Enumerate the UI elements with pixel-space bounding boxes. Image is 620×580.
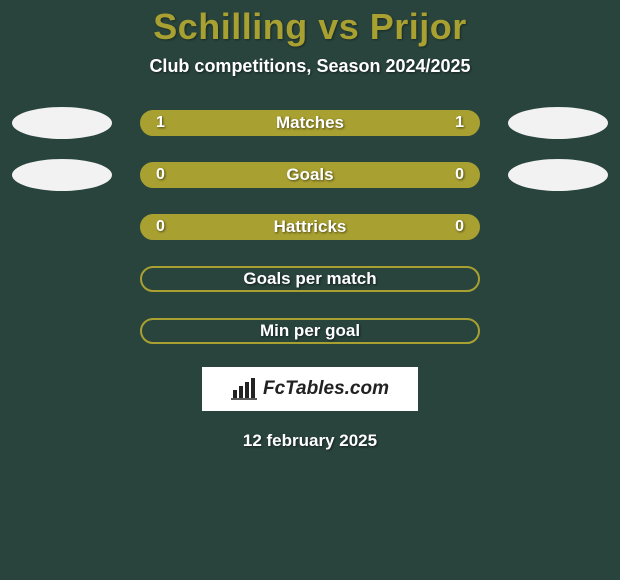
stat-row: Min per goal	[0, 315, 620, 347]
stat-row: 1Matches1	[0, 107, 620, 139]
player-right-name: Prijor	[370, 6, 467, 47]
stat-bar: Min per goal	[140, 318, 480, 344]
player-right-badge	[508, 107, 608, 139]
spacer	[12, 263, 112, 295]
stat-row: 0Goals0	[0, 159, 620, 191]
spacer	[12, 315, 112, 347]
stat-bar: 1Matches1	[140, 110, 480, 136]
spacer	[12, 211, 112, 243]
date: 12 february 2025	[243, 431, 377, 451]
player-left-name: Schilling	[153, 6, 308, 47]
stat-row: Goals per match	[0, 263, 620, 295]
stat-label: Min per goal	[142, 321, 478, 341]
logo-text: FcTables.com	[263, 378, 389, 400]
stat-right-value: 0	[455, 166, 464, 184]
stat-label: Goals per match	[142, 269, 478, 289]
stat-row: 0Hattricks0	[0, 211, 620, 243]
stat-left-value: 0	[156, 166, 165, 184]
stat-label: Hattricks	[142, 217, 478, 237]
page-title: Schilling vs Prijor	[153, 6, 467, 48]
subtitle: Club competitions, Season 2024/2025	[149, 56, 470, 77]
comparison-card: Schilling vs Prijor Club competitions, S…	[0, 0, 620, 580]
stat-bar: Goals per match	[140, 266, 480, 292]
stat-left-value: 0	[156, 218, 165, 236]
spacer	[508, 211, 608, 243]
spacer	[508, 263, 608, 295]
player-right-badge	[508, 159, 608, 191]
vs-separator: vs	[318, 6, 359, 47]
stat-left-value: 1	[156, 114, 165, 132]
bar-chart-icon	[231, 378, 257, 400]
stat-bar: 0Hattricks0	[140, 214, 480, 240]
logo-box: FcTables.com	[202, 367, 418, 411]
player-left-badge	[12, 107, 112, 139]
stat-rows: 1Matches10Goals00Hattricks0Goals per mat…	[0, 107, 620, 347]
stat-label: Matches	[142, 113, 478, 133]
spacer	[508, 315, 608, 347]
player-left-badge	[12, 159, 112, 191]
stat-bar: 0Goals0	[140, 162, 480, 188]
stat-label: Goals	[142, 165, 478, 185]
stat-right-value: 0	[455, 218, 464, 236]
stat-right-value: 1	[455, 114, 464, 132]
